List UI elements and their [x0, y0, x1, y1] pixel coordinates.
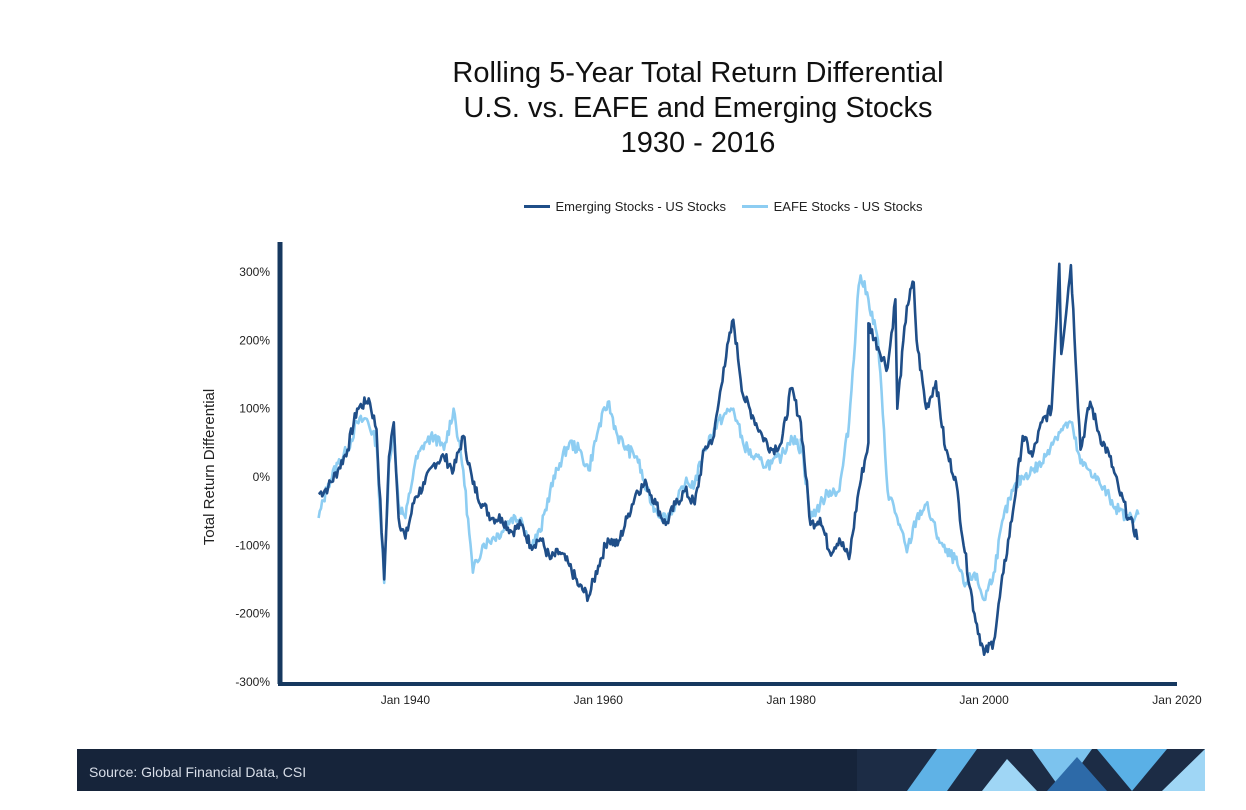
footer-decoration [857, 749, 1205, 791]
y-tick-label: -100% [235, 538, 270, 552]
legend-label-emerging: Emerging Stocks - US Stocks [555, 199, 727, 214]
y-tick-label: -300% [235, 675, 270, 689]
series-line-emerging [317, 262, 1139, 656]
series-line-eafe [317, 274, 1140, 602]
legend-item-eafe[interactable]: EAFE Stocks - US Stocks [741, 199, 923, 214]
y-tick-label: -200% [235, 607, 270, 621]
source-note: Source: Global Financial Data, CSI [89, 764, 307, 780]
chart-legend: Emerging Stocks - US Stocks EAFE Stocks … [0, 196, 1246, 214]
chart-title: Rolling 5-Year Total Return Differential… [300, 56, 1096, 161]
footer-deco-shape-5 [1097, 749, 1167, 791]
title-line-3: 1930 - 2016 [620, 127, 776, 159]
footer-deco-shape-2 [982, 759, 1037, 791]
x-tick-label: Jan 2000 [959, 693, 1009, 707]
line-chart: 300% 200% 100% 0% -100% -200% -300% Jan 1940 Jan… [201, 242, 1202, 707]
x-tick-label: Jan 1940 [381, 693, 431, 707]
y-tick-label: 300% [239, 265, 270, 279]
y-tick-label: 200% [239, 333, 270, 347]
y-tick-label: 0% [253, 470, 271, 484]
footer-deco-shape-4 [1047, 757, 1107, 791]
footer-deco-shape-6 [1162, 749, 1205, 791]
title-line-1: Rolling 5-Year Total Return Differential [452, 57, 944, 89]
legend-item-emerging[interactable]: Emerging Stocks - US Stocks [523, 199, 727, 214]
footer-bar: Source: Global Financial Data, CSI [77, 749, 1205, 791]
legend-swatch-emerging [523, 205, 550, 208]
footer-deco-shape-1 [907, 749, 977, 791]
x-tick-label: Jan 1980 [766, 693, 816, 707]
y-tick-label: 100% [239, 402, 270, 416]
legend-swatch-eafe [741, 205, 768, 208]
legend-label-eafe: EAFE Stocks - US Stocks [773, 199, 923, 214]
title-line-2: U.S. vs. EAFE and Emerging Stocks [463, 92, 933, 124]
x-tick-label: Jan 2020 [1152, 693, 1202, 707]
y-axis-label: Total Return Differential [201, 389, 218, 545]
x-tick-label: Jan 1960 [574, 693, 624, 707]
